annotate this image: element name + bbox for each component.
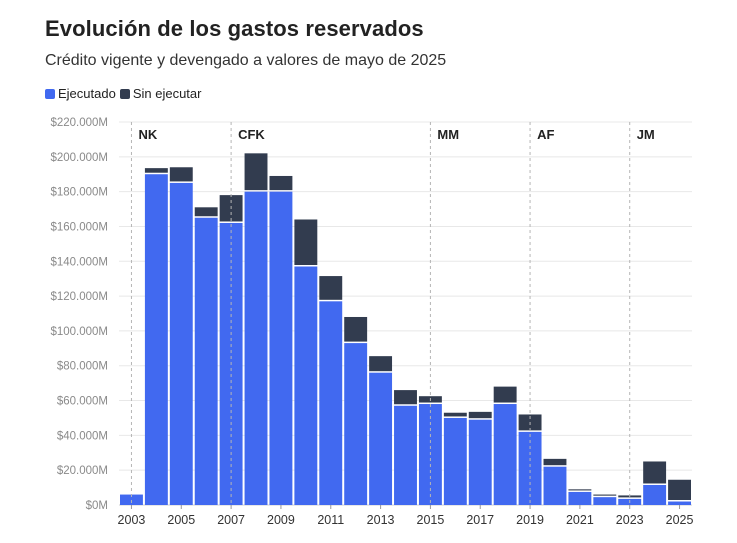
bar-ejecutado xyxy=(169,182,193,505)
bar-sin-ejecutar xyxy=(543,458,567,466)
bar-ejecutado xyxy=(344,343,368,505)
bar-ejecutado xyxy=(194,217,218,505)
bar-ejecutado xyxy=(244,191,268,506)
x-tick-label: 2005 xyxy=(167,513,195,527)
bar-ejecutado xyxy=(568,491,592,505)
x-tick-label: 2007 xyxy=(217,513,245,527)
bar-sin-ejecutar xyxy=(568,489,592,491)
legend-swatch-sin-ejecutar xyxy=(119,88,130,99)
bar-sin-ejecutar xyxy=(493,386,517,403)
y-tick-label: $20.000M xyxy=(57,465,108,477)
x-tick-label: 2025 xyxy=(666,513,694,527)
bar-ejecutado xyxy=(593,497,617,505)
bar-sin-ejecutar xyxy=(369,356,393,372)
period-label: CFK xyxy=(238,127,265,142)
x-tick-label: 2023 xyxy=(616,513,644,527)
bar-ejecutado xyxy=(269,191,293,506)
bar-sin-ejecutar xyxy=(169,167,193,182)
bar-ejecutado xyxy=(468,419,492,505)
bar-ejecutado xyxy=(643,484,667,505)
y-tick-label: $160.000M xyxy=(50,221,108,233)
y-tick-label: $220.000M xyxy=(50,117,108,129)
x-tick-label: 2015 xyxy=(417,513,445,527)
bar-sin-ejecutar xyxy=(194,207,218,217)
y-tick-label: $0M xyxy=(86,500,108,512)
period-label: NK xyxy=(138,127,157,142)
legend-item-sin-ejecutar: Sin ejecutar xyxy=(119,86,202,101)
y-tick-label: $40.000M xyxy=(57,430,108,442)
y-tick-label: $120.000M xyxy=(50,291,108,303)
bar-sin-ejecutar xyxy=(344,316,368,342)
y-tick-label: $140.000M xyxy=(50,256,108,268)
bar-sin-ejecutar xyxy=(144,168,168,173)
bar-ejecutado xyxy=(394,405,417,505)
x-tick-label: 2019 xyxy=(516,513,544,527)
bar-sin-ejecutar xyxy=(468,411,492,419)
x-tick-label: 2003 xyxy=(118,513,146,527)
x-tick-label: 2011 xyxy=(317,513,344,527)
legend-label-sin-ejecutar: Sin ejecutar xyxy=(132,86,202,101)
y-tick-label: $180.000M xyxy=(50,187,108,199)
period-label: AF xyxy=(537,127,554,142)
bar-ejecutado xyxy=(518,431,542,505)
period-label: JM xyxy=(637,127,655,142)
period-label: MM xyxy=(437,127,459,142)
bar-ejecutado xyxy=(144,174,168,505)
bar-ejecutado xyxy=(369,372,393,505)
x-tick-label: 2017 xyxy=(466,513,494,527)
bar-ejecutado xyxy=(668,501,691,505)
bar-sin-ejecutar xyxy=(394,390,417,405)
chart-title: Evolución de los gastos reservados xyxy=(45,16,424,41)
bar-sin-ejecutar xyxy=(643,461,667,484)
x-tick-label: 2013 xyxy=(367,513,395,527)
bar-sin-ejecutar xyxy=(668,479,691,501)
bar-ejecutado xyxy=(294,266,318,505)
bar-ejecutado xyxy=(543,466,567,505)
legend-label-ejecutado: Ejecutado xyxy=(58,86,116,101)
y-tick-label: $200.000M xyxy=(50,152,108,164)
bar-sin-ejecutar xyxy=(593,494,617,496)
bar-sin-ejecutar xyxy=(294,219,318,265)
bar-sin-ejecutar xyxy=(244,153,268,191)
y-tick-label: $60.000M xyxy=(57,396,108,408)
bar-ejecutado xyxy=(319,301,343,505)
bar-ejecutado xyxy=(493,404,517,505)
legend-swatch-ejecutado xyxy=(45,88,55,99)
y-tick-label: $100.000M xyxy=(50,326,108,338)
bar-ejecutado xyxy=(120,494,143,505)
legend: Ejecutado Sin ejecutar xyxy=(45,86,205,101)
bar-ejecutado xyxy=(443,417,467,505)
legend-item-ejecutado: Ejecutado xyxy=(45,86,116,101)
chart-subtitle: Crédito vigente y devengado a valores de… xyxy=(45,52,447,69)
bar-sin-ejecutar xyxy=(319,276,343,300)
bar-sin-ejecutar xyxy=(269,175,293,191)
x-tick-label: 2021 xyxy=(566,513,594,527)
y-tick-label: $80.000M xyxy=(57,361,108,373)
bar-sin-ejecutar xyxy=(443,412,467,417)
x-tick-label: 2009 xyxy=(267,513,295,527)
